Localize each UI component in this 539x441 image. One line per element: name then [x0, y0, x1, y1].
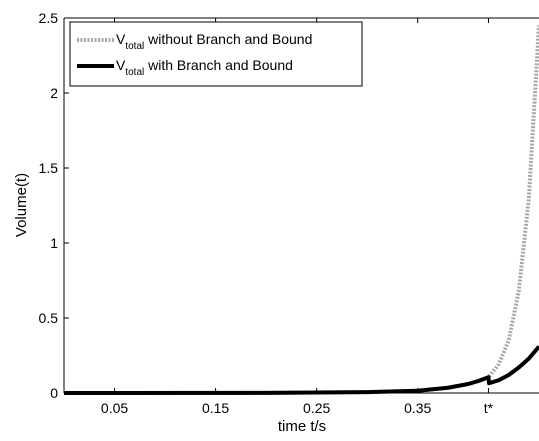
- axes-layer: [63, 17, 539, 394]
- y-tick-label: 0.5: [39, 310, 59, 326]
- legend-label-2: Vtotal with Branch and Bound: [116, 57, 293, 78]
- legend: Vtotal without Branch and Bound Vtotal wi…: [69, 21, 363, 87]
- ticks-layer: 0.05 0.15 0.25 0.35 t* 0 0.5 1 1.5 2 2.5: [39, 10, 494, 416]
- x-tick-label: 0.25: [303, 400, 330, 416]
- x-tick-label: 0.15: [202, 400, 229, 416]
- legend-items: Vtotal without Branch and Bound Vtotal wi…: [77, 31, 312, 78]
- y-tick-label: 0: [50, 385, 58, 401]
- series-layer: [63, 25, 539, 395]
- x-tick-label: 0.05: [101, 400, 128, 416]
- legend-box: [69, 21, 363, 87]
- y-tick-label: 1: [50, 235, 58, 251]
- y-axis-label: Volume(t): [13, 173, 30, 237]
- x-tick-label: 0.35: [404, 400, 431, 416]
- legend-label-1: Vtotal without Branch and Bound: [116, 31, 312, 52]
- x-axis-label: time t/s: [278, 418, 326, 435]
- y-tick-label: 2: [50, 85, 58, 101]
- y-tick-label: 2.5: [39, 10, 59, 26]
- y-tick-label: 1.5: [39, 160, 59, 176]
- x-tick-label: t*: [484, 400, 494, 416]
- series-line-1: [63, 25, 539, 395]
- series-line-2: [63, 345, 539, 395]
